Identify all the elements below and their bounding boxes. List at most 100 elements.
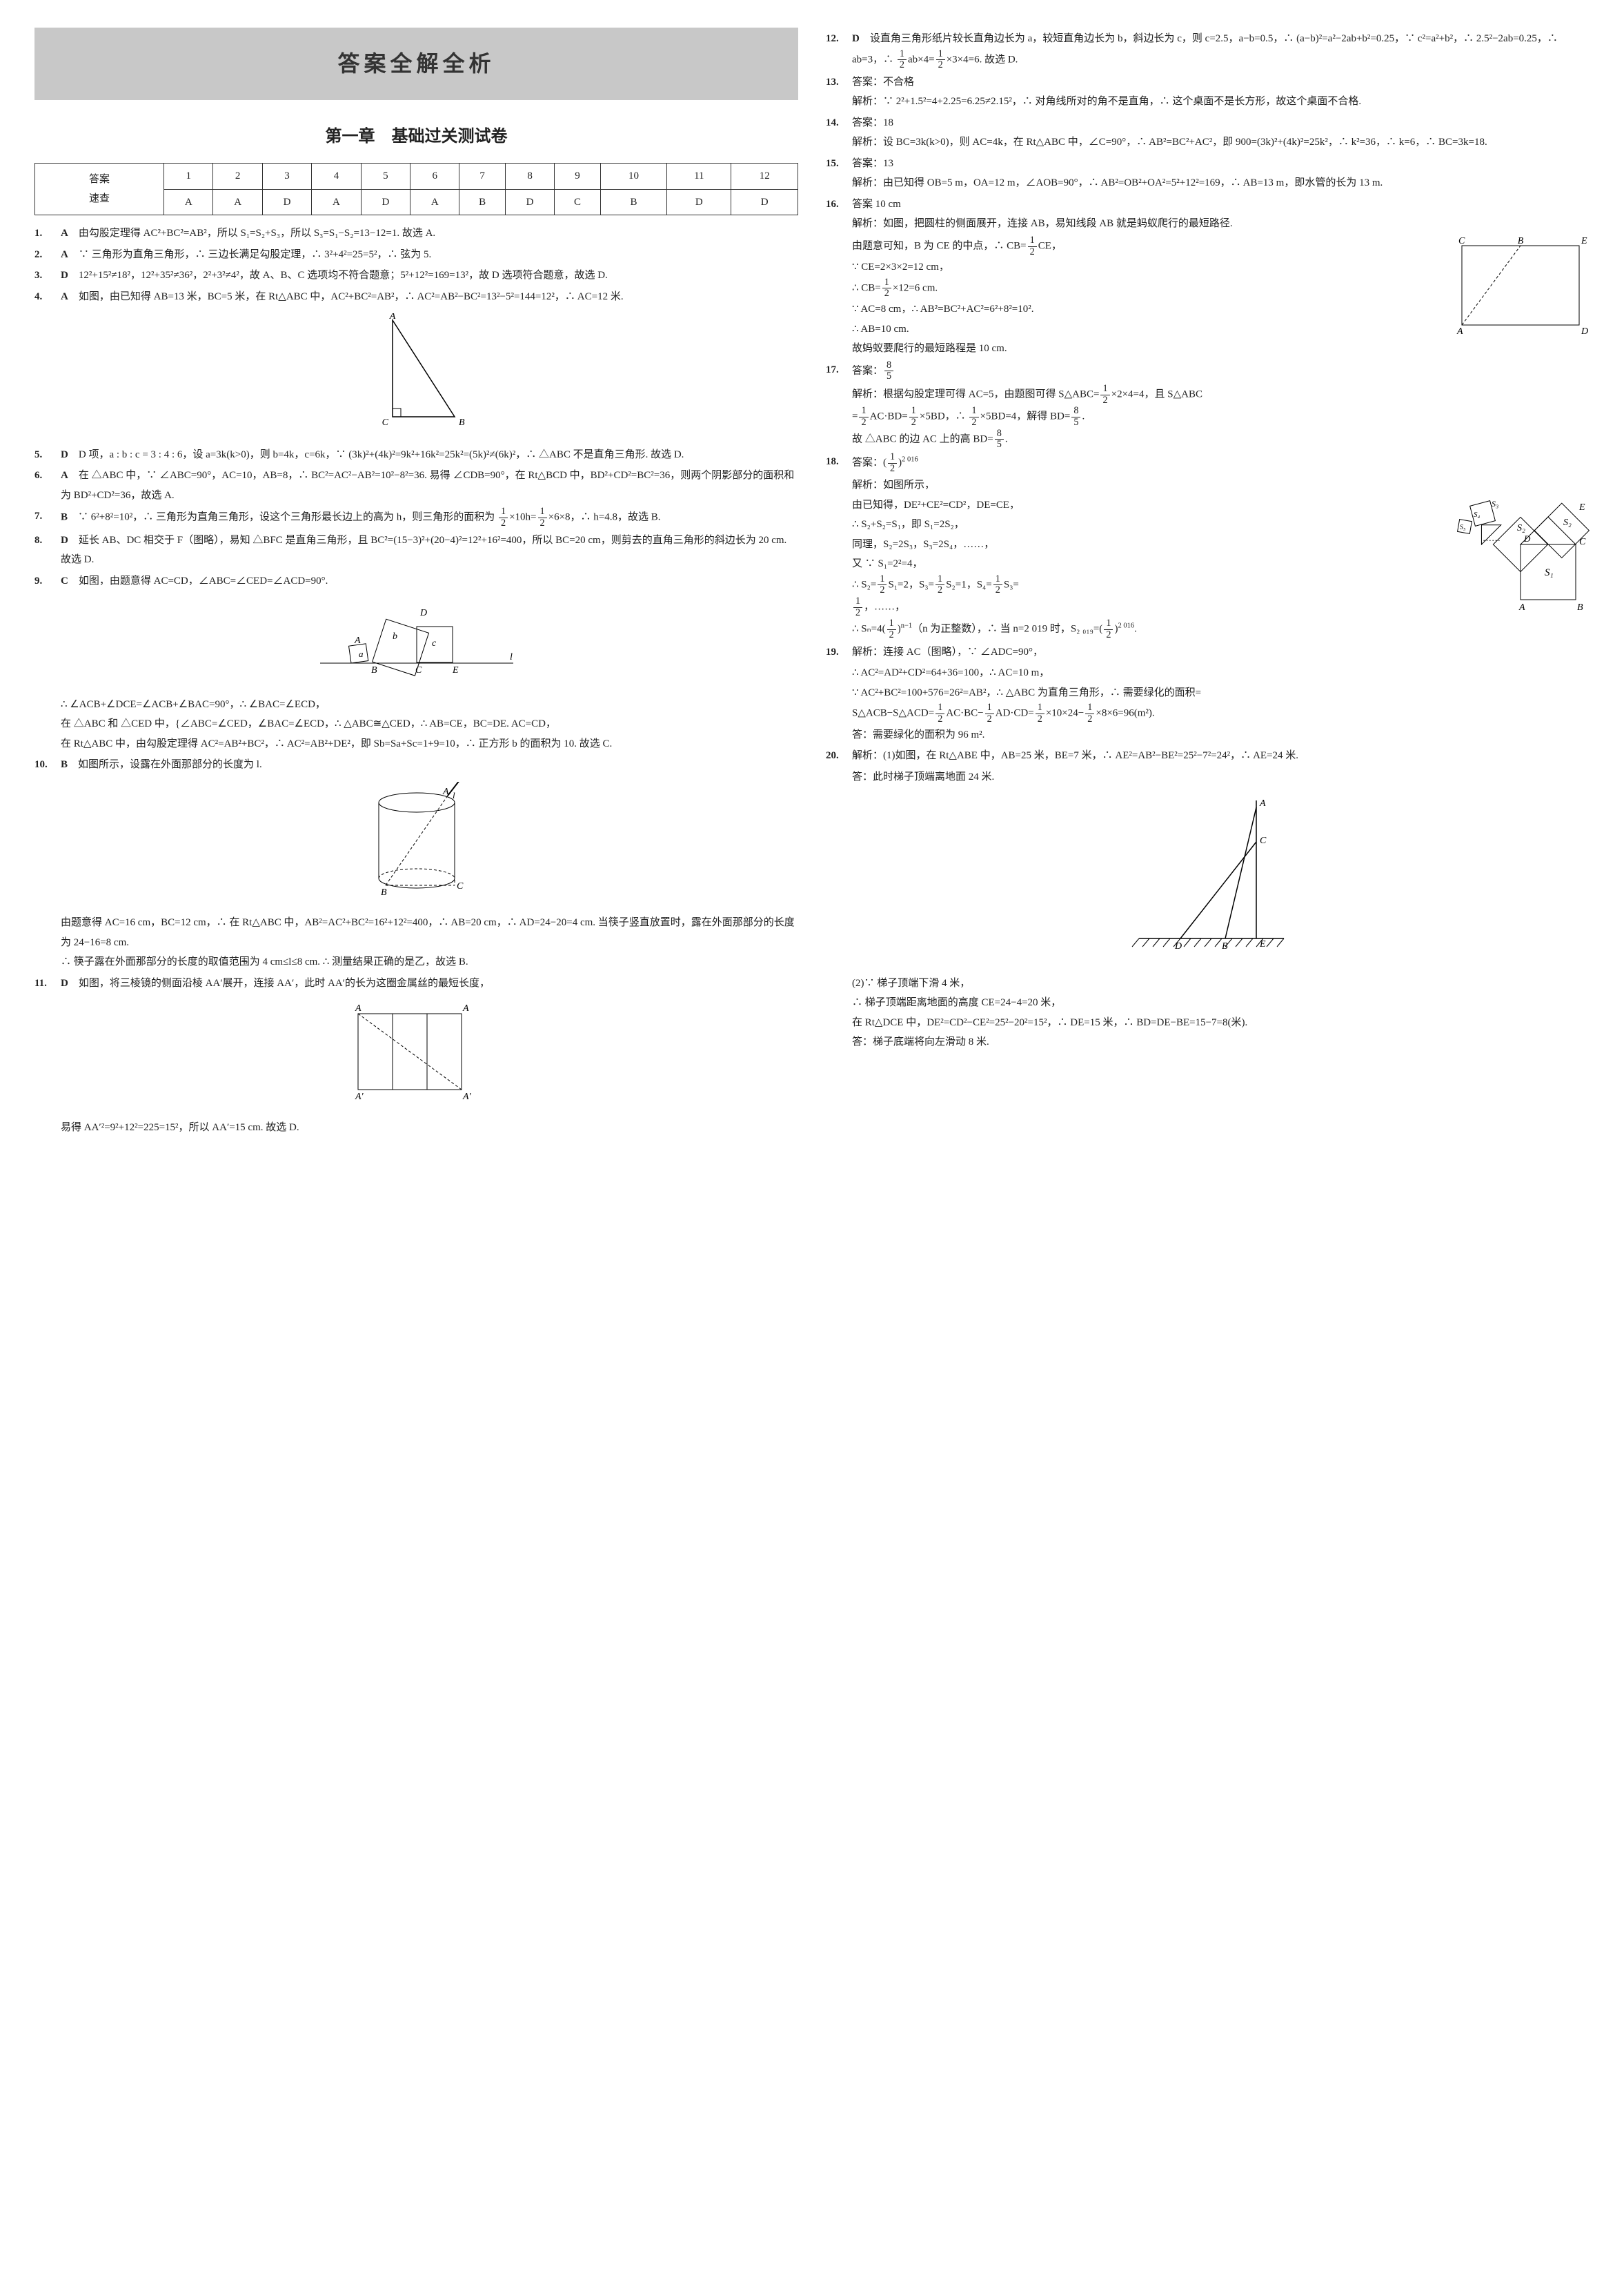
- svg-text:C: C: [1458, 236, 1465, 246]
- solution-item: 19.解析：连接 AC（图略），∵ ∠ADC=90°，: [826, 642, 1590, 662]
- item-body: A ∵ 三角形为直角三角形，∴ 三边长满足勾股定理，∴ 3²+4²=25=5²，…: [61, 245, 798, 265]
- item-num: 13.: [826, 72, 852, 112]
- cell: D: [262, 189, 311, 215]
- item-num: 15.: [826, 154, 852, 193]
- item-text: ∴ Sₙ=4(12)n−1（n 为正整数），∴ 当 n=2 019 时，S₂ ₀…: [852, 618, 1590, 640]
- cell: B: [600, 189, 666, 215]
- exponent: n−1: [901, 622, 912, 630]
- cell: 1: [164, 164, 213, 190]
- fraction: 85: [995, 429, 1004, 451]
- item-text: 解析：根据勾股定理可得 AC=5，由题图可得 S△ABC=12×2×4=4，且 …: [852, 384, 1590, 406]
- solution-item: 15.答案：13解析：由已知得 OB=5 m，OA=12 m，∠AOB=90°，…: [826, 154, 1590, 193]
- fraction: 12: [499, 506, 508, 529]
- svg-text:B: B: [381, 887, 387, 898]
- cell: 11: [667, 164, 731, 190]
- cell: C: [555, 189, 600, 215]
- table-row: 答案 速查 1 2 3 4 5 6 7 8 9 10 11 12: [35, 164, 798, 190]
- item-text: 故 △ABC 的边 AC 上的高 BD=85.: [852, 429, 1590, 451]
- cell: 9: [555, 164, 600, 190]
- svg-text:S₂: S₂: [1563, 518, 1572, 528]
- item-body: D 延长 AB、DC 相交于 F（图略），易知 △BFC 是直角三角形，且 BC…: [61, 531, 798, 570]
- item-num: 18.: [826, 452, 852, 474]
- item-body: A 如图，由已知得 AB=13 米，BC=5 米，在 Rt△ABC 中，AC²+…: [61, 287, 798, 307]
- svg-text:S₂: S₂: [1517, 523, 1525, 533]
- svg-text:C: C: [415, 665, 422, 676]
- item-num: 16.: [826, 195, 852, 234]
- item-text: 如图所示，设露在外面那部分的长度为 l.: [78, 759, 262, 770]
- item-body: B 如图所示，设露在外面那部分的长度为 l.: [61, 755, 798, 775]
- item-body: A 由勾股定理得 AC²+BC²=AB²，所以 S₁=S₂+S₃，所以 S₃=S…: [61, 224, 798, 244]
- item-text: ∴ 筷子露在外面那部分的长度的取值范围为 4 cm≤l≤8 cm. ∴ 测量结果…: [61, 952, 798, 972]
- fraction: 85: [884, 360, 893, 382]
- answer-key-table: 答案 速查 1 2 3 4 5 6 7 8 9 10 11 12 A A D: [34, 163, 798, 215]
- cell: D: [667, 189, 731, 215]
- svg-text:C: C: [457, 881, 464, 892]
- chapter-title: 第一章 基础过关测试卷: [34, 121, 798, 153]
- svg-text:A: A: [442, 787, 449, 797]
- item-body: 解析：(1)如图，在 Rt△ABE 中，AB=25 米，BE=7 米，∴ AE²…: [852, 746, 1590, 766]
- solution-item: 9.C 如图，由题意得 AC=CD，∠ABC=∠CED=∠ACD=90°.: [34, 571, 798, 591]
- main-title: 答案全解全析: [34, 28, 798, 100]
- item-body: 答案：(12)2 016: [852, 452, 1590, 474]
- item-label: 答案 10 cm: [852, 199, 901, 210]
- svg-text:……: ……: [1483, 533, 1501, 543]
- fraction: 85: [1071, 406, 1080, 428]
- item-text: (2)∵ 梯子顶端下滑 4 米，: [852, 974, 1590, 994]
- cell: A: [213, 189, 262, 215]
- item-num: 5.: [34, 445, 61, 465]
- item-body: D 设直角三角形纸片较长直角边长为 a，较短直角边长为 b，斜边长为 c，则 c…: [852, 29, 1590, 71]
- item-num: 11.: [34, 974, 61, 994]
- item-label: 答案：不合格: [852, 77, 914, 88]
- item-text: 解析：设 BC=3k(k>0)，则 AC=4k，在 Rt△ABC 中，∠C=90…: [852, 137, 1487, 148]
- solution-item: 4.A 如图，由已知得 AB=13 米，BC=5 米，在 Rt△ABC 中，AC…: [34, 287, 798, 307]
- item-num: 14.: [826, 113, 852, 153]
- answer-letter: D: [61, 270, 68, 281]
- item-label: 答案：18: [852, 117, 893, 128]
- item-text: ×6×8，∴ h=4.8，故选 B.: [548, 512, 661, 523]
- solution-item: 13.答案：不合格解析：∵ 2²+1.5²=4+2.25=6.25≠2.15²，…: [826, 72, 1590, 112]
- svg-text:A′: A′: [355, 1092, 364, 1102]
- item-text: 在 Rt△DCE 中，DE²=CD²−CE²=25²−20²=15²，∴ DE=…: [852, 1013, 1590, 1033]
- svg-text:D: D: [1174, 941, 1182, 952]
- item-text: S△ACB−S△ACD=12AC·BC−12AD·CD=12×10×24−12×…: [852, 702, 1590, 725]
- answer-letter: A: [61, 228, 68, 239]
- solution-item: 17.答案：85: [826, 360, 1590, 382]
- solution-item: 5.D D 项，a : b : c = 3 : 4 : 6，设 a=3k(k>0…: [34, 445, 798, 465]
- item-text: 由题意得 AC=16 cm，BC=12 cm，∴ 在 Rt△ABC 中，AB²=…: [61, 913, 798, 952]
- left-column: 答案全解全析 第一章 基础过关测试卷 答案 速查 1 2 3 4 5 6 7 8…: [34, 28, 798, 1137]
- fraction: 12: [909, 406, 918, 428]
- fraction: 12: [882, 277, 891, 299]
- item-num: 10.: [34, 755, 61, 775]
- item-text: ∴ ∠ACB+∠DCE=∠ACB+∠BAC=90°，∴ ∠BAC=∠ECD，: [61, 695, 798, 715]
- item-text: 解析：(1)如图，在 Rt△ABE 中，AB=25 米，BE=7 米，∴ AE²…: [852, 750, 1298, 761]
- item-num: 7.: [34, 506, 61, 529]
- fraction: 12: [1100, 384, 1109, 406]
- svg-text:B: B: [1222, 941, 1228, 952]
- svg-text:l: l: [510, 652, 513, 662]
- fraction: 12: [887, 618, 896, 640]
- item-num: 12.: [826, 29, 852, 71]
- row-label: 答案 速查: [35, 164, 164, 215]
- item-text: 答：此时梯子顶端离地面 24 米.: [852, 767, 1590, 787]
- cell: A: [312, 189, 361, 215]
- item-text: ∴ 梯子顶端距离地面的高度 CE=24−4=20 米，: [852, 993, 1590, 1013]
- item-body: D 12²+15²≠18²，12²+35²≠36²，2²+3²≠4²，故 A、B…: [61, 266, 798, 286]
- cell: 6: [410, 164, 459, 190]
- item-text: 解析：由已知得 OB=5 m，OA=12 m，∠AOB=90°，∴ AB²=OB…: [852, 177, 1383, 188]
- figure-9: A a b D c B C E l: [34, 598, 798, 688]
- fraction: 12: [1085, 702, 1094, 725]
- solution-item: 6.A 在 △ABC 中，∵ ∠ABC=90°，AC=10，AB=8，∴ BC²…: [34, 466, 798, 505]
- item-text: 解析：∵ 2²+1.5²=4+2.25=6.25≠2.15²，∴ 对角线所对的角…: [852, 96, 1361, 107]
- label: 答案: [89, 174, 110, 185]
- item-num: 6.: [34, 466, 61, 505]
- svg-text:A: A: [355, 1003, 362, 1014]
- item-body: 答案 10 cm解析：如图，把圆柱的侧面展开，连接 AB，易知线段 AB 就是蚂…: [852, 195, 1590, 234]
- answer-letter: C: [61, 576, 68, 587]
- label: 速查: [89, 193, 110, 204]
- solution-item: 11.D 如图，将三棱镜的侧面沿棱 AA′展开，连接 AA′，此时 AA′的长为…: [34, 974, 798, 994]
- cell: B: [459, 189, 505, 215]
- svg-text:A: A: [354, 636, 361, 646]
- answer-letter: B: [61, 512, 68, 523]
- svg-text:S₄: S₄: [1474, 511, 1481, 519]
- answer-letter: B: [61, 759, 68, 770]
